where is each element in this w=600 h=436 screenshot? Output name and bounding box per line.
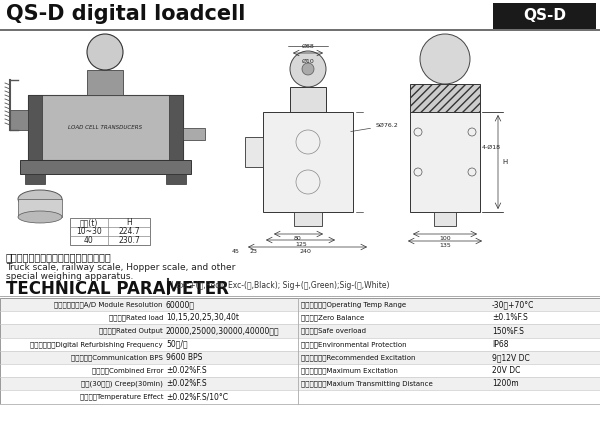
Circle shape (87, 34, 123, 70)
Circle shape (302, 63, 314, 75)
Text: 额定载荷Rated load: 额定载荷Rated load (109, 314, 163, 321)
Text: IP68: IP68 (492, 340, 509, 349)
Bar (28, 95, 183, 160)
Circle shape (290, 51, 326, 87)
Text: 最大传输距离Maxium Transmitting Distance: 最大传输距离Maxium Transmitting Distance (301, 381, 433, 387)
Bar (0, 298, 600, 311)
Bar (0, 298, 600, 404)
Bar (0, 377, 600, 390)
Text: 通讯波特率Communication BPS: 通讯波特率Communication BPS (71, 354, 163, 361)
Text: ±0.02%F.S: ±0.02%F.S (166, 379, 206, 388)
Text: 额定输出Rated Output: 额定输出Rated Output (99, 328, 163, 334)
Text: 推荐输入电压Recommended Excitation: 推荐输入电压Recommended Excitation (301, 354, 415, 361)
Bar (169, 95, 183, 160)
Text: 1200m: 1200m (492, 379, 518, 388)
Text: 10~30: 10~30 (76, 227, 102, 236)
Bar (0, 390, 600, 404)
Bar (493, 3, 596, 29)
Text: SØ76.2: SØ76.2 (351, 123, 399, 132)
Text: 汽车衡、轨道衡、配料秤及各种专用衡器: 汽车衡、轨道衡、配料秤及各种专用衡器 (6, 252, 112, 262)
Text: ±0.1%F.S: ±0.1%F.S (492, 313, 528, 322)
Text: 20000,25000,30000,40000内码: 20000,25000,30000,40000内码 (166, 327, 280, 335)
Text: H: H (502, 159, 507, 165)
Text: H: H (126, 218, 132, 227)
Text: 224.7: 224.7 (118, 227, 140, 236)
Bar (25, 174, 45, 184)
Text: | Exc+(红,Red); Exc-(黑,Black); Sig+(绿,Green);Sig-(白,White): | Exc+(红,Red); Exc-(黑,Black); Sig+(绿,Gre… (171, 281, 389, 290)
Bar (290, 87, 326, 112)
Text: 60000码: 60000码 (166, 300, 195, 309)
Text: 100: 100 (439, 236, 451, 241)
Bar (28, 95, 42, 160)
Text: 防护等级Environmental Protection: 防护等级Environmental Protection (301, 341, 407, 347)
Text: 使用温度范围Operating Temp Range: 使用温度范围Operating Temp Range (301, 301, 406, 308)
Text: QS-D: QS-D (523, 8, 566, 24)
Text: 9600 BPS: 9600 BPS (166, 353, 202, 362)
Text: 安全过载Safe overload: 安全过载Safe overload (301, 328, 366, 334)
Text: 重量(t): 重量(t) (80, 218, 98, 227)
Bar (410, 84, 480, 112)
Text: 135: 135 (439, 243, 451, 248)
Bar (0, 351, 600, 364)
Text: Ø88: Ø88 (302, 44, 314, 49)
Circle shape (420, 34, 470, 84)
Text: 23: 23 (250, 249, 258, 254)
Bar (166, 174, 186, 184)
Text: 最大输入电压Maximum Excitation: 最大输入电压Maximum Excitation (301, 367, 398, 374)
Text: 20V DC: 20V DC (492, 366, 520, 375)
Text: 80: 80 (294, 236, 302, 241)
Text: 温度系数Temperature Effect: 温度系数Temperature Effect (79, 394, 163, 400)
Bar (0, 364, 600, 377)
Text: -30～+70°C: -30～+70°C (492, 300, 535, 309)
Text: ±0.02%F.S: ±0.02%F.S (166, 366, 206, 375)
Bar (263, 112, 353, 212)
Bar (10, 110, 28, 130)
Text: 数字模块分辨数A/D Module Resolution: 数字模块分辨数A/D Module Resolution (55, 301, 163, 308)
Text: 125: 125 (295, 242, 307, 247)
Bar (294, 212, 322, 226)
Text: 240: 240 (299, 249, 311, 254)
Text: 4-Ø18: 4-Ø18 (482, 144, 501, 150)
Text: special weighing apparatus.: special weighing apparatus. (6, 272, 133, 281)
Text: 零点输出Zero Balance: 零点输出Zero Balance (301, 314, 364, 321)
Text: 数据刷新速率Digital Refurbishing Frequency: 数据刷新速率Digital Refurbishing Frequency (31, 341, 163, 347)
Text: 9～12V DC: 9～12V DC (492, 353, 530, 362)
Text: LOAD CELL TRANSDUCERS: LOAD CELL TRANSDUCERS (68, 125, 143, 130)
Bar (0, 311, 600, 324)
Text: Truck scale, railway scale, Hopper scale, and other: Truck scale, railway scale, Hopper scale… (6, 263, 235, 272)
Text: 40: 40 (84, 236, 94, 245)
Text: 230.7: 230.7 (118, 236, 140, 245)
Ellipse shape (18, 190, 62, 208)
Text: 45: 45 (232, 249, 240, 254)
Bar (0, 337, 600, 351)
Bar (0, 324, 600, 337)
Text: QS-D digital loadcell: QS-D digital loadcell (6, 4, 245, 24)
Text: 150%F.S: 150%F.S (492, 327, 524, 335)
Text: ±0.02%F.S/10°C: ±0.02%F.S/10°C (166, 392, 228, 402)
Text: TECHNICAL PARAMETER: TECHNICAL PARAMETER (6, 280, 229, 298)
Bar (410, 112, 480, 212)
Text: 50次/秒: 50次/秒 (166, 340, 188, 349)
Bar (70, 218, 150, 245)
Text: Ø10: Ø10 (302, 59, 314, 64)
Bar (434, 212, 456, 226)
Bar (245, 137, 263, 167)
Text: 10,15,20,25,30,40t: 10,15,20,25,30,40t (166, 313, 239, 322)
Bar (183, 128, 205, 140)
Bar (87, 70, 123, 95)
Text: 蜀变(30分钟) Creep(30min): 蜀变(30分钟) Creep(30min) (81, 381, 163, 387)
Bar (20, 160, 191, 174)
Ellipse shape (18, 211, 62, 223)
Text: 综合精度Combined Error: 综合精度Combined Error (91, 367, 163, 374)
Bar (18, 199, 62, 217)
